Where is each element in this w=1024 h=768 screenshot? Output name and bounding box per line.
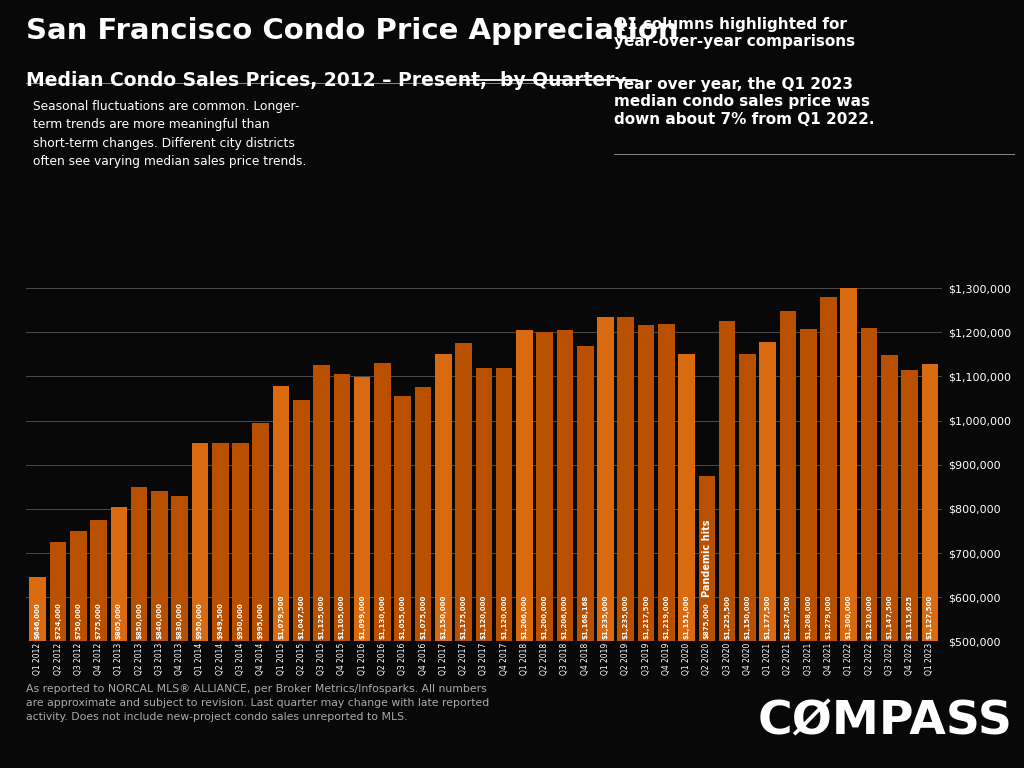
Bar [658, 324, 675, 768]
Text: Year over year, the Q1 2023
median condo sales price was
down about 7% from Q1 2: Year over year, the Q1 2023 median condo… [614, 77, 874, 127]
Text: $1,235,000: $1,235,000 [623, 594, 629, 639]
Bar [597, 317, 613, 768]
Bar [171, 495, 188, 768]
Text: $1,177,500: $1,177,500 [765, 594, 771, 639]
Bar [50, 542, 67, 768]
Bar [435, 354, 452, 768]
Text: $830,000: $830,000 [177, 602, 182, 639]
Text: $1,079,500: $1,079,500 [279, 594, 284, 639]
Bar [760, 343, 776, 768]
Bar [354, 377, 371, 768]
Text: $1,200,000: $1,200,000 [542, 594, 548, 639]
Text: $875,000: $875,000 [703, 602, 710, 639]
Bar [456, 343, 472, 768]
Text: $1,115,625: $1,115,625 [906, 594, 912, 639]
Bar [475, 368, 493, 768]
Bar [922, 364, 938, 768]
Text: $950,000: $950,000 [238, 602, 244, 639]
Text: $850,000: $850,000 [136, 602, 142, 639]
Bar [232, 442, 249, 768]
Text: $1,175,000: $1,175,000 [461, 594, 467, 639]
Text: San Francisco Condo Price Appreciation: San Francisco Condo Price Appreciation [26, 17, 678, 45]
Text: CØMPASS: CØMPASS [758, 700, 1013, 744]
Text: $1,120,000: $1,120,000 [501, 594, 507, 639]
Text: $1,300,000: $1,300,000 [846, 594, 852, 639]
Text: $1,219,000: $1,219,000 [664, 594, 670, 639]
Bar [70, 531, 87, 768]
Bar [334, 374, 350, 768]
Bar [901, 369, 918, 768]
Text: $646,000: $646,000 [35, 602, 41, 639]
Text: $1,075,000: $1,075,000 [420, 594, 426, 639]
Text: $1,047,500: $1,047,500 [298, 594, 304, 639]
Text: $724,000: $724,000 [55, 602, 61, 639]
Bar [739, 354, 756, 768]
Bar [678, 354, 695, 768]
Bar [577, 346, 594, 768]
Bar [841, 288, 857, 768]
Text: As reported to NORCAL MLS® ALLIANCE, per Broker Metrics/Infosparks. All numbers
: As reported to NORCAL MLS® ALLIANCE, per… [26, 684, 488, 721]
Bar [415, 388, 431, 768]
Bar [131, 487, 147, 768]
Text: $1,055,000: $1,055,000 [399, 594, 406, 639]
Text: $1,206,000: $1,206,000 [521, 594, 527, 639]
Bar [516, 329, 532, 768]
Text: $1,235,000: $1,235,000 [602, 594, 608, 639]
Text: $750,000: $750,000 [76, 602, 81, 639]
Text: $1,279,000: $1,279,000 [825, 594, 831, 639]
Bar [90, 520, 106, 768]
Text: Median Condo Sales Prices, 2012 – Present,  by Quarter: Median Condo Sales Prices, 2012 – Presen… [26, 71, 614, 90]
Text: $1,151,000: $1,151,000 [684, 594, 689, 639]
Text: Pandemic hits: Pandemic hits [701, 520, 712, 598]
Bar [272, 386, 290, 768]
Bar [537, 333, 553, 768]
Text: $1,217,500: $1,217,500 [643, 594, 649, 639]
Bar [496, 368, 512, 768]
Text: $1,208,000: $1,208,000 [805, 594, 811, 639]
Text: $1,105,000: $1,105,000 [339, 594, 345, 639]
Text: $1,099,000: $1,099,000 [359, 594, 366, 639]
Bar [111, 507, 127, 768]
Text: $1,130,000: $1,130,000 [380, 594, 385, 639]
Text: $995,000: $995,000 [258, 602, 264, 639]
Bar [698, 475, 715, 768]
Bar [374, 363, 391, 768]
Text: $1,225,500: $1,225,500 [724, 594, 730, 639]
Text: $1,120,000: $1,120,000 [481, 594, 486, 639]
Text: $840,000: $840,000 [157, 601, 163, 639]
Bar [293, 399, 309, 768]
Bar [820, 297, 837, 768]
Bar [779, 311, 797, 768]
Text: $805,000: $805,000 [116, 602, 122, 639]
Text: Q1 columns highlighted for
year-over-year comparisons: Q1 columns highlighted for year-over-yea… [614, 17, 855, 49]
Bar [152, 492, 168, 768]
Text: $1,210,000: $1,210,000 [866, 594, 872, 639]
Text: Seasonal fluctuations are common. Longer-
term trends are more meaningful than
s: Seasonal fluctuations are common. Longer… [33, 100, 306, 168]
Bar [253, 423, 269, 768]
Text: $950,000: $950,000 [197, 602, 203, 639]
Text: $1,247,500: $1,247,500 [785, 594, 791, 639]
Bar [557, 329, 573, 768]
Bar [638, 325, 654, 768]
Text: $1,147,500: $1,147,500 [887, 594, 892, 639]
Text: $1,206,000: $1,206,000 [562, 594, 568, 639]
Bar [719, 321, 735, 768]
Bar [881, 356, 898, 768]
Bar [191, 442, 208, 768]
Bar [800, 329, 816, 768]
Text: $1,168,168: $1,168,168 [583, 594, 588, 639]
Text: $1,150,000: $1,150,000 [440, 594, 446, 639]
Text: $1,125,000: $1,125,000 [318, 594, 325, 639]
Text: $1,127,500: $1,127,500 [927, 594, 933, 639]
Bar [212, 443, 228, 768]
Bar [861, 328, 878, 768]
Text: $1,150,000: $1,150,000 [744, 594, 751, 639]
Bar [313, 366, 330, 768]
Text: $775,000: $775,000 [95, 602, 101, 639]
Bar [617, 317, 634, 768]
Bar [30, 577, 46, 768]
Text: $949,500: $949,500 [217, 602, 223, 639]
Bar [394, 396, 411, 768]
